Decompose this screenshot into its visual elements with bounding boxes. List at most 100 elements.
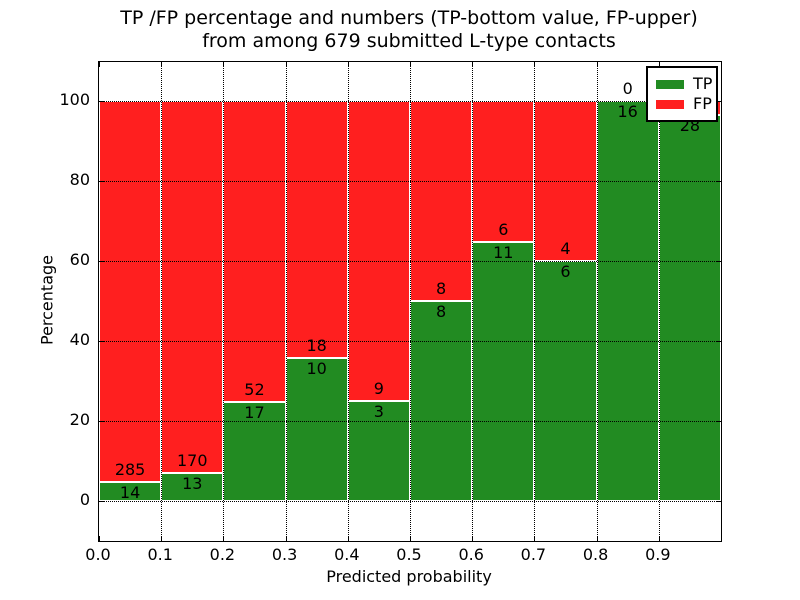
x-tick-mark-bottom xyxy=(347,536,349,541)
bar-tp-count-label: 6 xyxy=(560,262,571,281)
bar-fp-count-label: 52 xyxy=(244,380,265,400)
bar-tp-count-label: 3 xyxy=(373,402,384,421)
chart-title-line2: from among 679 submitted L-type contacts xyxy=(202,30,616,52)
bar-segment-fp xyxy=(99,101,162,483)
plot-area: 142851317017521018398811664160281 TP FP xyxy=(98,61,722,542)
gridline-vertical xyxy=(223,62,225,541)
bar-segment-tp xyxy=(347,401,410,501)
gridline-vertical xyxy=(596,62,598,541)
bar-segment-tp xyxy=(534,261,597,501)
x-tick-mark-bottom xyxy=(534,536,536,541)
chart-title-line1: TP /FP percentage and numbers (TP-bottom… xyxy=(120,7,698,29)
bar-segment-fp xyxy=(410,101,473,301)
x-tick-label: 0.8 xyxy=(582,545,609,564)
bar-segment-fp xyxy=(223,101,286,403)
x-tick-mark-top xyxy=(223,62,225,67)
x-tick-label: 0.9 xyxy=(645,545,671,564)
legend: TP FP xyxy=(646,66,718,122)
legend-fp-label: FP xyxy=(693,94,712,113)
x-tick-label: 0.4 xyxy=(334,545,360,564)
bar-fp-count-label: 6 xyxy=(498,220,509,240)
y-tick-mark-left xyxy=(99,341,104,342)
legend-entry-tp: TP xyxy=(656,74,712,94)
x-tick-mark-bottom xyxy=(99,536,100,541)
bar-fp-count-label: 8 xyxy=(436,279,447,298)
bar-tp-count-label: 13 xyxy=(182,473,203,493)
x-tick-mark-bottom xyxy=(161,536,163,541)
gridline-vertical xyxy=(534,62,536,541)
gridline-vertical xyxy=(347,62,349,541)
x-tick-mark-top xyxy=(472,62,474,67)
x-tick-label: 0.1 xyxy=(147,545,173,564)
legend-tp-swatch xyxy=(656,79,684,89)
x-tick-mark-bottom xyxy=(410,536,411,541)
bar-tp-count-label: 16 xyxy=(617,102,638,121)
x-tick-mark-top xyxy=(658,62,660,67)
y-tick-mark-left xyxy=(99,261,104,262)
bar-segment-tp xyxy=(410,301,473,501)
bar-segment-fp xyxy=(161,101,224,473)
x-tick-label: 0.0 xyxy=(85,545,111,564)
x-tick-mark-top xyxy=(410,62,411,67)
chart-title: TP /FP percentage and numbers (TP-bottom… xyxy=(98,7,720,53)
y-tick-label: 100 xyxy=(59,90,90,109)
bar-segment-tp xyxy=(161,472,224,501)
x-tick-mark-top xyxy=(347,62,349,67)
bar-fp-count-label: 18 xyxy=(306,336,327,356)
x-tick-mark-bottom xyxy=(472,536,474,541)
bar-tp-count-label: 10 xyxy=(306,359,327,379)
y-tick-mark-left xyxy=(99,421,104,422)
bar-fp-count-label: 0 xyxy=(622,79,633,98)
y-tick-mark-right xyxy=(716,181,721,182)
x-tick-label: 0.7 xyxy=(520,545,547,564)
x-tick-mark-top xyxy=(161,62,163,67)
gridline-vertical xyxy=(285,62,287,541)
bar-fp-count-label: 285 xyxy=(114,460,146,480)
x-tick-mark-bottom xyxy=(658,536,660,541)
x-tick-label: 0.2 xyxy=(209,545,236,564)
y-tick-mark-right xyxy=(716,421,721,422)
bar-fp-count-label: 170 xyxy=(177,450,208,470)
y-tick-mark-left xyxy=(99,181,104,182)
gridline-vertical xyxy=(472,62,474,541)
bar-segment-tp xyxy=(596,101,659,501)
y-tick-mark-right xyxy=(716,261,721,262)
y-tick-label: 80 xyxy=(69,170,90,189)
bar-segment-tp xyxy=(472,242,535,501)
x-tick-mark-bottom xyxy=(285,536,287,541)
y-tick-mark-right xyxy=(716,341,721,342)
x-tick-label: 0.6 xyxy=(458,545,484,564)
y-tick-label: 40 xyxy=(69,330,90,349)
bar-segment-tp xyxy=(99,482,162,501)
x-tick-mark-top xyxy=(99,62,100,67)
x-tick-mark-top xyxy=(285,62,287,67)
x-axis-label: Predicted probability xyxy=(326,567,492,586)
y-tick-label: 0 xyxy=(79,490,90,509)
bar-segment-tp xyxy=(223,402,286,501)
x-tick-mark-bottom xyxy=(596,536,598,541)
y-tick-mark-left xyxy=(99,501,104,502)
legend-entry-fp: FP xyxy=(656,94,712,114)
legend-fp-swatch xyxy=(656,99,684,109)
gridline-vertical xyxy=(161,62,163,541)
bar-segment-tp xyxy=(658,114,721,501)
x-tick-label: 0.3 xyxy=(271,545,298,564)
bar-tp-count-label: 11 xyxy=(493,243,514,263)
bar-segment-fp xyxy=(285,101,348,359)
y-tick-mark-right xyxy=(716,101,721,102)
y-tick-label: 60 xyxy=(69,250,90,269)
bar-segment-fp xyxy=(347,101,410,401)
gridline-vertical xyxy=(658,62,660,541)
bar-tp-count-label: 14 xyxy=(119,483,141,503)
x-tick-mark-top xyxy=(534,62,536,67)
x-tick-mark-bottom xyxy=(223,536,225,541)
bar-tp-count-label: 17 xyxy=(244,403,265,423)
x-tick-mark-top xyxy=(596,62,598,67)
bar-fp-count-label: 9 xyxy=(373,379,384,398)
bar-tp-count-label: 8 xyxy=(436,302,447,321)
bar-fp-count-label: 4 xyxy=(560,239,571,258)
y-tick-mark-right xyxy=(716,501,721,502)
x-tick-label: 0.5 xyxy=(396,545,422,564)
bar-segment-tp xyxy=(285,358,348,501)
